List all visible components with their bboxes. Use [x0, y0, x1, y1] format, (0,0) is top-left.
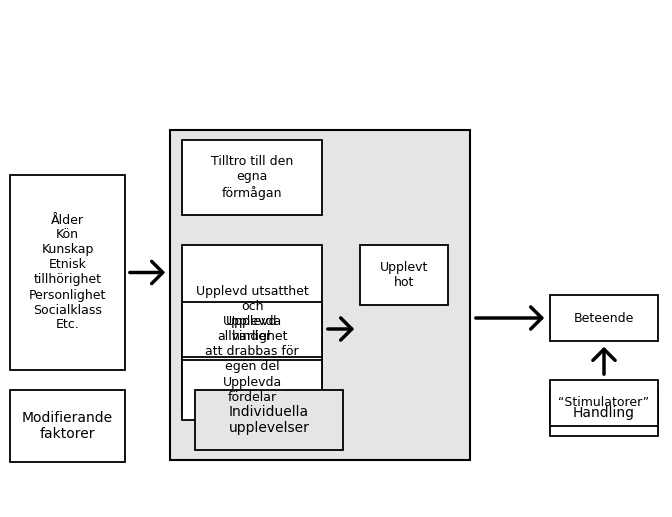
Bar — [195, 390, 343, 450]
Text: Upplevda
hinder: Upplevda hinder — [222, 315, 282, 343]
Bar — [550, 295, 658, 341]
Text: Modifierande
faktorer: Modifierande faktorer — [22, 411, 113, 441]
Text: Beteende: Beteende — [574, 312, 634, 325]
Text: Tilltro till den
egna
förmågan: Tilltro till den egna förmågan — [211, 156, 293, 200]
Bar — [10, 390, 125, 462]
Bar — [182, 140, 322, 215]
Bar — [550, 380, 658, 426]
Text: Ålder
Kön
Kunskap
Etnisk
tillhörighet
Personlighet
Socialklass
Etc.: Ålder Kön Kunskap Etnisk tillhörighet Pe… — [29, 214, 106, 331]
Text: Handling: Handling — [573, 406, 635, 420]
Bar — [182, 360, 322, 420]
Bar — [182, 245, 322, 413]
Bar — [10, 175, 125, 370]
Bar — [550, 390, 658, 436]
Text: Upplevd utsatthet
och
Upplevd
allvarlighet
att drabbas för
egen del: Upplevd utsatthet och Upplevd allvarligh… — [196, 285, 308, 373]
Bar — [182, 302, 322, 357]
Bar — [170, 130, 470, 460]
Text: “Stimulatorer”: “Stimulatorer” — [558, 397, 650, 409]
Bar — [360, 245, 448, 305]
Text: Upplevda
fördelar: Upplevda fördelar — [222, 376, 282, 404]
Text: Upplevt
hot: Upplevt hot — [380, 261, 428, 289]
Text: Individuella
upplevelser: Individuella upplevelser — [228, 405, 309, 435]
